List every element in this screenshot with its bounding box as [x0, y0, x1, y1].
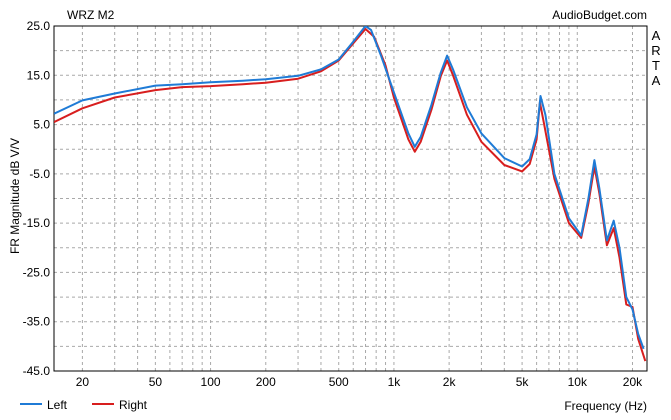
x-tick-label: 10k	[568, 375, 588, 389]
x-tick-label: 2k	[443, 375, 457, 389]
y-tick-label: -25.0	[23, 265, 51, 279]
side-letter: R	[651, 43, 660, 58]
y-axis-ticks: 25.0 15.0 5.0 -5.0 -15.0 -25.0 -35.0 -45.0	[23, 19, 51, 378]
x-axis-label: Frequency (Hz)	[564, 399, 647, 413]
chart-title: WRZ M2	[67, 8, 115, 22]
legend: Left Right	[20, 398, 148, 412]
arta-side-label: A R T A	[651, 28, 660, 88]
plot-border	[53, 25, 648, 372]
y-tick-label: 15.0	[27, 68, 51, 82]
side-letter: A	[652, 28, 661, 43]
series-line-left	[54, 26, 645, 350]
side-letter: T	[652, 58, 660, 73]
watermark: AudioBudget.com	[552, 8, 647, 22]
legend-label-right: Right	[119, 398, 148, 412]
x-axis-ticks: 20 50 100 200 500 1k 2k 5k 10k 20k	[76, 375, 643, 389]
y-tick-label: 25.0	[27, 19, 51, 33]
y-tick-label: -5.0	[29, 167, 50, 181]
y-tick-label: -15.0	[23, 216, 51, 230]
y-tick-label: -45.0	[23, 364, 51, 378]
y-axis-label: FR Magnitude dB V/V	[8, 138, 22, 254]
x-tick-label: 1k	[388, 375, 402, 389]
x-tick-label: 20	[76, 375, 90, 389]
y-tick-label: 5.0	[33, 118, 50, 132]
x-tick-label: 200	[256, 375, 276, 389]
y-tick-label: -35.0	[23, 315, 51, 329]
x-tick-label: 500	[329, 375, 349, 389]
x-tick-label: 20k	[623, 375, 643, 389]
x-tick-label: 50	[149, 375, 163, 389]
x-tick-label: 5k	[516, 375, 530, 389]
legend-label-left: Left	[47, 398, 68, 412]
series-group	[54, 26, 647, 362]
plot-area-frame	[53, 25, 648, 372]
side-letter: A	[652, 73, 661, 88]
x-tick-label: 100	[201, 375, 221, 389]
grid	[54, 26, 647, 371]
